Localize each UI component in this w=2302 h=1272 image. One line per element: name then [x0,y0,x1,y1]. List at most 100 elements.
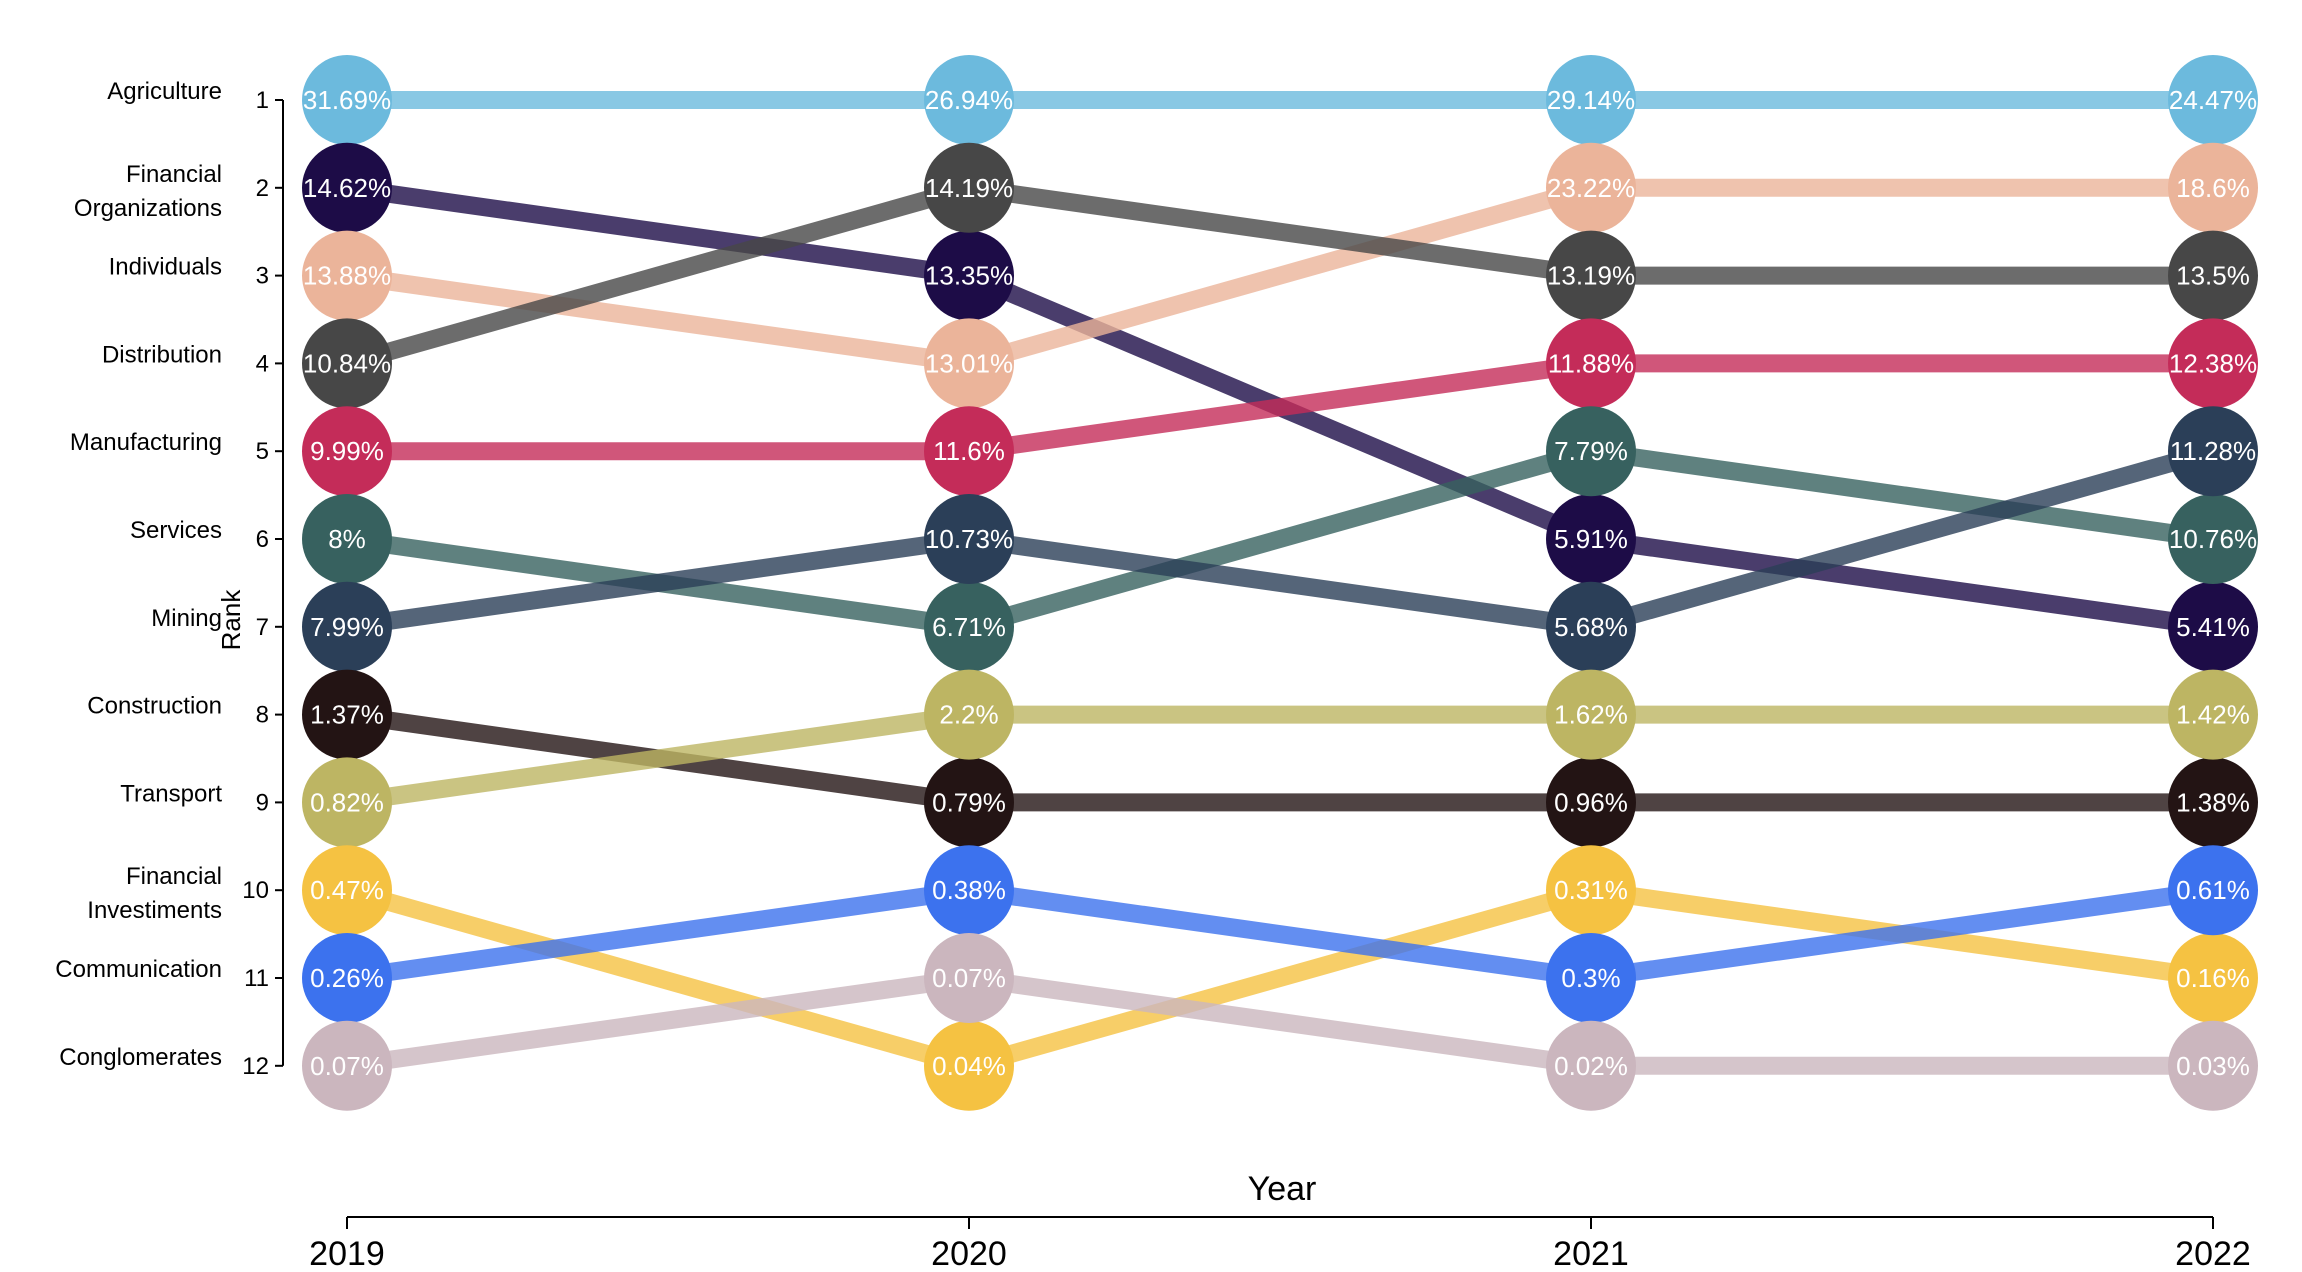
point-value-label: 1.37% [310,700,384,730]
x-axis-title: Year [1248,1170,1317,1208]
rank-tick-label: 10 [242,877,269,904]
y-axis-title: Rank [216,589,246,651]
rank-tick-label: 6 [256,526,269,553]
year-tick-label: 2022 [2175,1235,2251,1272]
series-point [1546,1020,1636,1111]
point-value-label: 6.71% [932,612,1006,642]
series-point-group: 0.61% [2168,845,2258,936]
series-point-group: 14.19% [924,142,1014,233]
rank-tick-label: 9 [256,789,269,816]
point-value-label: 13.88% [303,261,391,291]
series-point [2168,757,2258,848]
series-point [924,494,1014,584]
point-value-label: 2.2% [939,700,998,730]
series-point-group: 11.88% [1546,318,1636,409]
point-value-label: 13.01% [925,348,1013,378]
point-value-label: 12.38% [2169,348,2257,378]
series-point-group: 24.47% [2168,55,2258,145]
rank-tick-label: 3 [256,263,269,290]
point-value-label: 0.03% [2176,1051,2250,1081]
point-value-label: 10.76% [2169,524,2257,554]
series-point [1546,933,1636,1023]
series-point-group: 0.02% [1546,1020,1636,1111]
series-point [302,757,392,848]
series-point [2168,845,2258,936]
series-points: 31.69% 26.94% 29.14% 24.47% 14.62% 13.35% 5.91… [302,55,2258,1111]
series-point-group: 0.04% [924,1020,1014,1111]
category-label: Manufacturing [70,429,222,456]
point-value-label: 1.38% [2176,787,2250,817]
series-point-group: 14.62% [302,142,392,233]
series-point [2168,669,2258,760]
series-point [1546,757,1636,848]
series-point [1546,142,1636,233]
series-point [924,406,1014,497]
point-value-label: 0.3% [1561,963,1620,993]
rank-tick-label: 8 [256,702,269,729]
category-label: Transport [120,780,222,807]
point-value-label: 0.82% [310,787,384,817]
category-label: Conglomerates [59,1044,222,1071]
series-point [924,230,1014,321]
series-point-group: 13.5% [2168,230,2258,321]
series-line-10 [345,881,2215,987]
series-point [1546,318,1636,409]
series-point-group: 23.22% [1546,142,1636,233]
point-value-label: 23.22% [1547,173,1635,203]
point-value-label: 13.19% [1547,261,1635,291]
series-point-group: 1.42% [2168,669,2258,760]
point-value-label: 0.16% [2176,963,2250,993]
series-point-group: 0.07% [302,1020,392,1111]
series-point [1546,406,1636,497]
point-value-label: 11.88% [1548,348,1634,378]
series-point [2168,230,2258,321]
category-label: Mining [151,605,222,632]
rank-tick-label: 12 [242,1053,269,1080]
point-value-label: 0.31% [1554,875,1628,905]
series-point [2168,581,2258,672]
series-point-group: 0.38% [924,845,1014,936]
series-point-group: 13.35% [924,230,1014,321]
series-point-group: 5.91% [1546,494,1636,584]
point-value-label: 1.42% [2176,700,2250,730]
series-point-group: 13.19% [1546,230,1636,321]
series-point [924,933,1014,1023]
series-point-group: 0.47% [302,845,392,936]
series-line-2 [345,178,2213,373]
series-point-group: 29.14% [1546,55,1636,145]
series-point-group: 0.79% [924,757,1014,848]
series-point-group: 13.01% [924,318,1014,409]
series-point [2168,494,2258,584]
point-value-label: 5.41% [2176,612,2250,642]
series-point [302,581,392,672]
series-line-8 [345,705,2213,812]
series-point [924,581,1014,672]
series-point-group: 0.82% [302,757,392,848]
series-point [302,669,392,760]
category-label: Agriculture [107,78,222,105]
category-label: Construction [87,693,222,720]
series-point [302,142,392,233]
point-value-label: 0.79% [932,787,1006,817]
point-value-label: 0.26% [310,963,384,993]
series-point [924,669,1014,760]
point-value-label: 0.38% [932,875,1006,905]
category-label: Services [130,517,222,544]
point-value-label: 26.94% [925,85,1013,115]
category-label: Financial Investiments [87,863,222,924]
point-value-label: 5.68% [1554,612,1628,642]
series-point-group: 8% [302,494,392,584]
series-point-group: 18.6% [2168,142,2258,233]
year-tick-label: 2021 [1553,1235,1629,1272]
series-point [302,933,392,1023]
series-point-group: 11.28% [2168,406,2258,497]
series-point [302,406,392,497]
series-point-group: 6.71% [924,581,1014,672]
point-value-label: 0.47% [310,875,384,905]
series-point-group: 26.94% [924,55,1014,145]
series-point [2168,55,2258,145]
point-value-label: 11.28% [2170,436,2256,466]
series-point [2168,318,2258,409]
series-point-group: 0.96% [1546,757,1636,848]
